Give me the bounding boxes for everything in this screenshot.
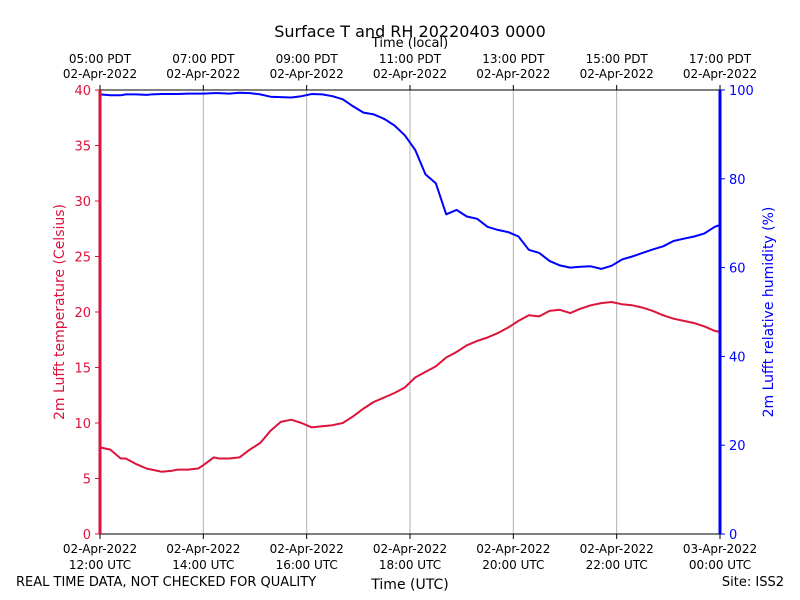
top-tick-time: 13:00 PDT bbox=[482, 52, 545, 66]
bottom-tick-time: 14:00 UTC bbox=[172, 558, 234, 572]
right-tick-label: 100 bbox=[729, 84, 754, 99]
right-tick-label: 80 bbox=[729, 173, 746, 188]
bottom-tick-date: 02-Apr-2022 bbox=[373, 542, 447, 556]
bottom-tick-time: 12:00 UTC bbox=[69, 558, 131, 572]
bottom-tick-date: 03-Apr-2022 bbox=[683, 542, 757, 556]
humidity-series-line bbox=[99, 91, 721, 270]
top-tick-time: 17:00 PDT bbox=[689, 52, 752, 66]
temperature-series-line bbox=[99, 301, 721, 473]
top-tick-date: 02-Apr-2022 bbox=[476, 67, 550, 81]
plot-area bbox=[99, 91, 721, 473]
left-tick-label: 35 bbox=[74, 140, 91, 155]
top-tick-date: 02-Apr-2022 bbox=[270, 67, 344, 81]
right-tick-label: 20 bbox=[729, 439, 746, 454]
top-tick-time: 05:00 PDT bbox=[69, 52, 132, 66]
bottom-tick-time: 18:00 UTC bbox=[379, 558, 441, 572]
bottom-axis-label: Time (UTC) bbox=[370, 577, 448, 593]
bottom-tick-date: 02-Apr-2022 bbox=[63, 542, 137, 556]
gridlines bbox=[202, 90, 618, 534]
right-tick-label: 0 bbox=[729, 528, 737, 543]
right-axis: 0 20 40 60 80 100 bbox=[720, 84, 754, 543]
top-tick-date: 02-Apr-2022 bbox=[683, 67, 757, 81]
quality-disclaimer: REAL TIME DATA, NOT CHECKED FOR QUALITY bbox=[16, 575, 317, 590]
bottom-tick-time: 20:00 UTC bbox=[482, 558, 544, 572]
left-tick-label: 5 bbox=[83, 473, 91, 488]
bottom-tick-time: 22:00 UTC bbox=[586, 558, 648, 572]
left-tick-label: 25 bbox=[74, 251, 91, 266]
left-axis-label: 2m Lufft temperature (Celsius) bbox=[52, 204, 68, 420]
bottom-tick-date: 02-Apr-2022 bbox=[270, 542, 344, 556]
bottom-tick-date: 02-Apr-2022 bbox=[166, 542, 240, 556]
left-tick-label: 0 bbox=[83, 528, 91, 543]
bottom-tick-time: 00:00 UTC bbox=[689, 558, 751, 572]
right-axis-label: 2m Lufft relative humidity (%) bbox=[761, 207, 777, 418]
bottom-tick-time: 16:00 UTC bbox=[276, 558, 338, 572]
top-tick-date: 02-Apr-2022 bbox=[580, 67, 654, 81]
left-tick-label: 10 bbox=[74, 417, 91, 432]
top-tick-time: 15:00 PDT bbox=[586, 52, 649, 66]
bottom-axis: 02-Apr-2022 12:00 UTC 02-Apr-2022 14:00 UTC… bbox=[63, 534, 757, 572]
top-tick-time: 07:00 PDT bbox=[172, 52, 235, 66]
bottom-tick-date: 02-Apr-2022 bbox=[476, 542, 550, 556]
bottom-tick-date: 02-Apr-2022 bbox=[580, 542, 654, 556]
top-tick-date: 02-Apr-2022 bbox=[166, 67, 240, 81]
left-tick-label: 30 bbox=[74, 195, 91, 210]
chart-title: Surface T and RH 20220403 0000 bbox=[274, 22, 546, 41]
left-tick-label: 40 bbox=[74, 84, 91, 99]
top-tick-date: 02-Apr-2022 bbox=[373, 67, 447, 81]
right-tick-label: 40 bbox=[729, 350, 746, 365]
left-tick-label: 15 bbox=[74, 362, 91, 377]
right-tick-label: 60 bbox=[729, 262, 746, 277]
left-tick-label: 20 bbox=[74, 306, 91, 321]
top-tick-time: 09:00 PDT bbox=[276, 52, 339, 66]
left-axis: 0 5 10 15 20 25 30 35 40 bbox=[74, 84, 100, 543]
top-tick-date: 02-Apr-2022 bbox=[63, 67, 137, 81]
top-tick-time: 11:00 PDT bbox=[379, 52, 442, 66]
top-axis-title: Time (local) bbox=[371, 36, 448, 51]
site-label: Site: ISS2 bbox=[721, 575, 784, 590]
